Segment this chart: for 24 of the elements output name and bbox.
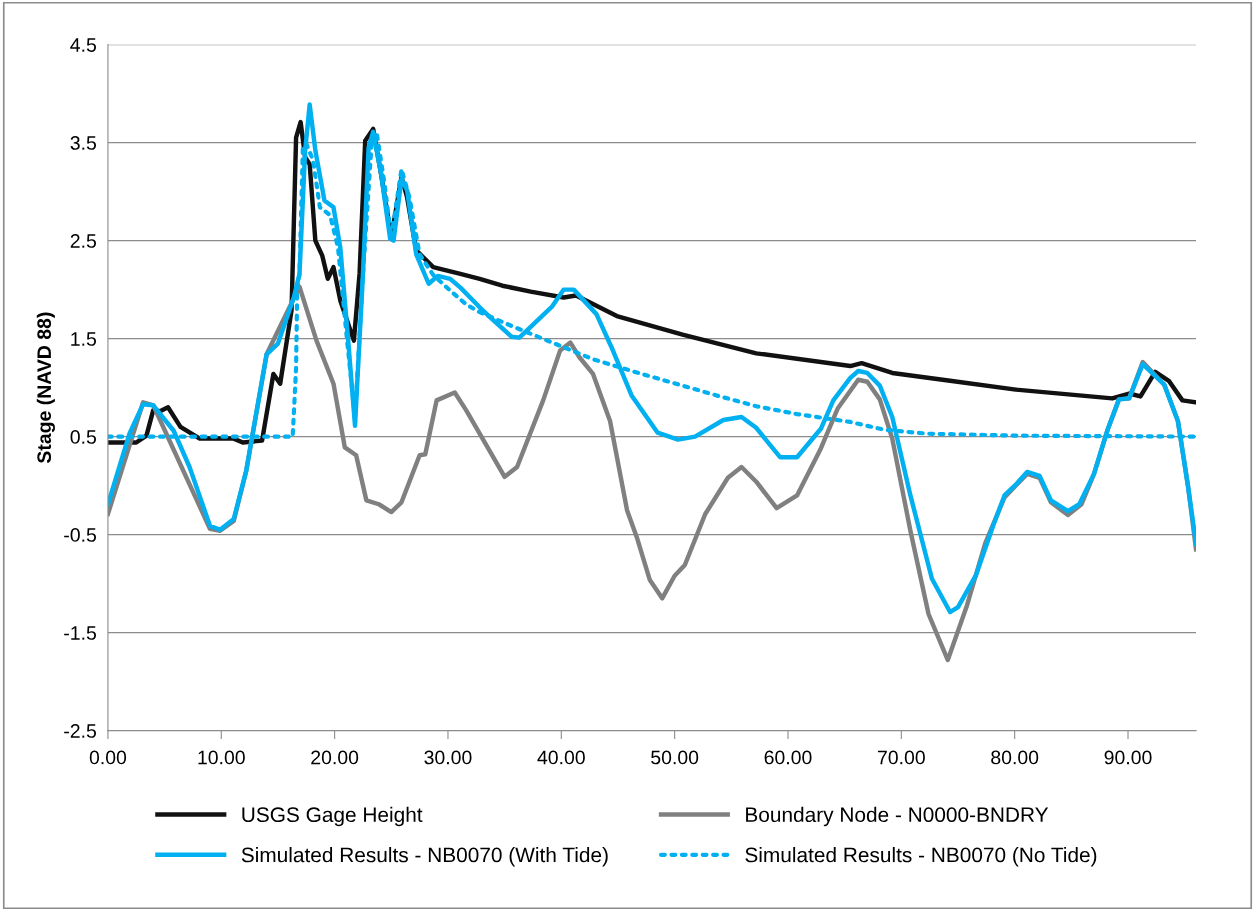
y-tick-label: -1.5 bbox=[64, 626, 97, 640]
y-tick-label: 3.5 bbox=[70, 136, 97, 150]
legend-label: Simulated Results - NB0070 (With Tide) bbox=[241, 847, 608, 867]
legend-label: Simulated Results - NB0070 (No Tide) bbox=[745, 847, 1097, 867]
x-tick-label: 60.00 bbox=[764, 750, 812, 765]
x-tick-label: 70.00 bbox=[878, 750, 925, 765]
line-series bbox=[107, 102, 1197, 615]
x-tick-label: 50.00 bbox=[651, 750, 699, 765]
y-tick-label: 4.5 bbox=[70, 38, 97, 52]
legend-label: USGS Gage Height bbox=[242, 806, 423, 827]
x-tick-label: 80.00 bbox=[991, 750, 1039, 765]
x-tick-label: 90.00 bbox=[1104, 750, 1152, 765]
x-tick-label: 10.00 bbox=[198, 750, 245, 765]
legend-label: Boundary Node - N0000-BNDRY bbox=[746, 806, 1049, 827]
y-tick-label: 1.5 bbox=[71, 332, 97, 346]
x-tick-label: 30.00 bbox=[424, 750, 472, 765]
x-tick-label: 40.00 bbox=[537, 750, 585, 765]
y-tick-label: 2.5 bbox=[70, 234, 97, 248]
y-axis-title: Stage (NAVD 88) bbox=[36, 312, 55, 464]
x-tick-label: 0.00 bbox=[89, 750, 127, 765]
y-tick-label: -0.5 bbox=[64, 528, 97, 542]
x-tick-label: 20.00 bbox=[311, 750, 359, 765]
y-tick-label: 0.5 bbox=[70, 430, 97, 444]
y-tick-label: -2.5 bbox=[64, 724, 97, 738]
